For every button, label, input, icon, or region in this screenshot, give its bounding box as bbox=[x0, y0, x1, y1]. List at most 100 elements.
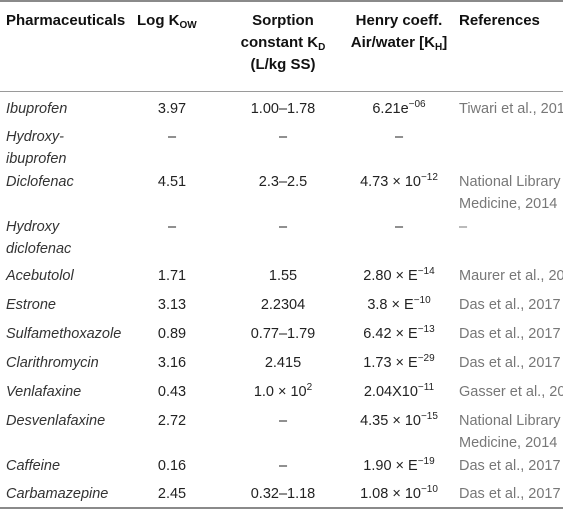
header-henry-coefficient: Henry coeff. Air/water [KH] bbox=[350, 12, 448, 53]
value-exponent: −10 bbox=[413, 295, 431, 306]
cell-line: Maurer et al., 2020 bbox=[459, 268, 563, 284]
sorption-value: 1.0 × 102 bbox=[228, 381, 338, 403]
cell-line: Desvenlafaxine bbox=[6, 413, 106, 429]
henry-value: 2.80 × E−14 bbox=[339, 265, 459, 287]
henry-value: – bbox=[339, 216, 459, 238]
reference: Das et al., 2017 bbox=[459, 455, 561, 477]
compound-name: Desvenlafaxine bbox=[6, 410, 105, 432]
sorption-value: 2.3–2.5 bbox=[258, 174, 308, 190]
cell-line: Ibuprofen bbox=[6, 101, 68, 117]
log-kow-value: 3.16 bbox=[157, 355, 187, 371]
value-exponent: −19 bbox=[417, 456, 435, 467]
cell-line: Sulfamethoxazole bbox=[6, 326, 122, 342]
log-kow-value: 0.43 bbox=[157, 384, 187, 400]
henry-value: 4.73 × 10−12 bbox=[339, 171, 459, 193]
cell-line: Medicine, 2014 bbox=[459, 196, 558, 212]
log-kow-value: 2.45 bbox=[157, 486, 187, 502]
cell-line: Medicine, 2014 bbox=[459, 435, 558, 451]
cell-line: Das et al., 2017 bbox=[459, 355, 561, 371]
henry-value: 6.21e−06 bbox=[339, 98, 459, 120]
compound-name: Clarithromycin bbox=[6, 352, 99, 374]
log-kow-value: 3.97 bbox=[157, 101, 187, 117]
reference: Gasser et al., 2012 bbox=[459, 381, 563, 403]
cell-line: Acebutolol bbox=[6, 268, 74, 284]
value-base: 2.80 × E bbox=[363, 268, 418, 284]
reference: National Library of Medicine, 2014 bbox=[459, 171, 563, 215]
table-bottom-rule bbox=[0, 507, 563, 509]
value-exponent: −12 bbox=[420, 172, 438, 183]
value-exponent: −14 bbox=[417, 266, 435, 277]
reference: Maurer et al., 2020 bbox=[459, 265, 563, 287]
value-base: 6.42 × E bbox=[363, 326, 418, 342]
cell-line: Estrone bbox=[6, 297, 56, 313]
cell-line: ibuprofen bbox=[6, 151, 67, 167]
henry-value: 2.04X10−11 bbox=[339, 381, 459, 403]
value-exponent: −11 bbox=[417, 382, 435, 393]
log-kow-value: – bbox=[167, 219, 177, 235]
cell-line: Tiwari et al., 2019 bbox=[459, 101, 563, 117]
reference: Tiwari et al., 2019 bbox=[459, 98, 563, 120]
henry-value: 1.73 × E−29 bbox=[339, 352, 459, 374]
compound-name: Carbamazepine bbox=[6, 483, 108, 505]
reference: Das et al., 2017 bbox=[459, 352, 561, 374]
header-sorption-constant: Sorption constant KD (L/kg SS) bbox=[240, 12, 326, 73]
reference: – bbox=[459, 216, 467, 238]
cell-line: Das et al., 2017 bbox=[459, 297, 561, 313]
compound-name: Venlafaxine bbox=[6, 381, 81, 403]
log-kow-value: – bbox=[167, 129, 177, 145]
cell-line: Diclofenac bbox=[6, 174, 74, 190]
value-base: 4.73 × 10 bbox=[360, 174, 421, 190]
value-base: 1.90 × E bbox=[363, 458, 418, 474]
header-log-kow: Log KOW bbox=[137, 12, 197, 31]
henry-value: 3.8 × E−10 bbox=[339, 294, 459, 316]
header-references: References bbox=[459, 12, 540, 29]
compound-name: Estrone bbox=[6, 294, 56, 316]
henry-value: – bbox=[339, 126, 459, 148]
log-kow-value: 3.13 bbox=[157, 297, 187, 313]
value-base: 3.8 × E bbox=[367, 297, 414, 313]
sorption-value: – bbox=[278, 129, 288, 145]
value-base: – bbox=[394, 219, 404, 235]
cell-line: Das et al., 2017 bbox=[459, 458, 561, 474]
log-kow-value: 0.16 bbox=[157, 458, 187, 474]
compound-name: Hydroxy diclofenac bbox=[6, 216, 71, 260]
log-kow-value: 2.72 bbox=[157, 413, 187, 429]
value-exponent: 2 bbox=[306, 382, 313, 393]
compound-name: Ibuprofen bbox=[6, 98, 67, 120]
value-exponent: −15 bbox=[420, 411, 438, 422]
cell-line: – bbox=[459, 219, 468, 235]
compound-name: Hydroxy-ibuprofen bbox=[6, 126, 66, 170]
value-exponent: −29 bbox=[417, 353, 435, 364]
compound-name: Diclofenac bbox=[6, 171, 74, 193]
compound-name: Acebutolol bbox=[6, 265, 74, 287]
cell-line: Das et al., 2017 bbox=[459, 326, 561, 342]
cell-line: Carbamazepine bbox=[6, 486, 109, 502]
value-base: – bbox=[394, 129, 404, 145]
sorption-value: 0.32–1.18 bbox=[250, 486, 316, 502]
cell-line: Caffeine bbox=[6, 458, 61, 474]
henry-value: 1.90 × E−19 bbox=[339, 455, 459, 477]
value-exponent: −13 bbox=[417, 324, 435, 335]
cell-line: Venlafaxine bbox=[6, 384, 82, 400]
henry-value: 4.35 × 10−15 bbox=[339, 410, 459, 432]
log-kow-value: 4.51 bbox=[157, 174, 187, 190]
cell-line: diclofenac bbox=[6, 241, 72, 257]
value-base: 2.04X10 bbox=[363, 384, 418, 400]
henry-value: 1.08 × 10−10 bbox=[339, 483, 459, 505]
value-exponent: −06 bbox=[408, 99, 426, 110]
value-base: 6.21e bbox=[372, 101, 409, 117]
value-base: 1.0 × 10 bbox=[253, 384, 307, 400]
sorption-value: 1.00–1.78 bbox=[250, 101, 316, 117]
log-kow-value: 0.89 bbox=[157, 326, 187, 342]
value-base: 1.08 × 10 bbox=[360, 486, 421, 502]
cell-line: National Library of bbox=[459, 174, 563, 190]
sorption-value: – bbox=[278, 458, 288, 474]
cell-line: Hydroxy bbox=[6, 219, 60, 235]
sorption-value: 0.77–1.79 bbox=[250, 326, 316, 342]
table-top-rule bbox=[0, 0, 563, 2]
header-rule bbox=[0, 91, 563, 92]
value-base: 1.73 × E bbox=[363, 355, 418, 371]
sorption-value: 2.2304 bbox=[260, 297, 306, 313]
sorption-value: 1.55 bbox=[268, 268, 298, 284]
